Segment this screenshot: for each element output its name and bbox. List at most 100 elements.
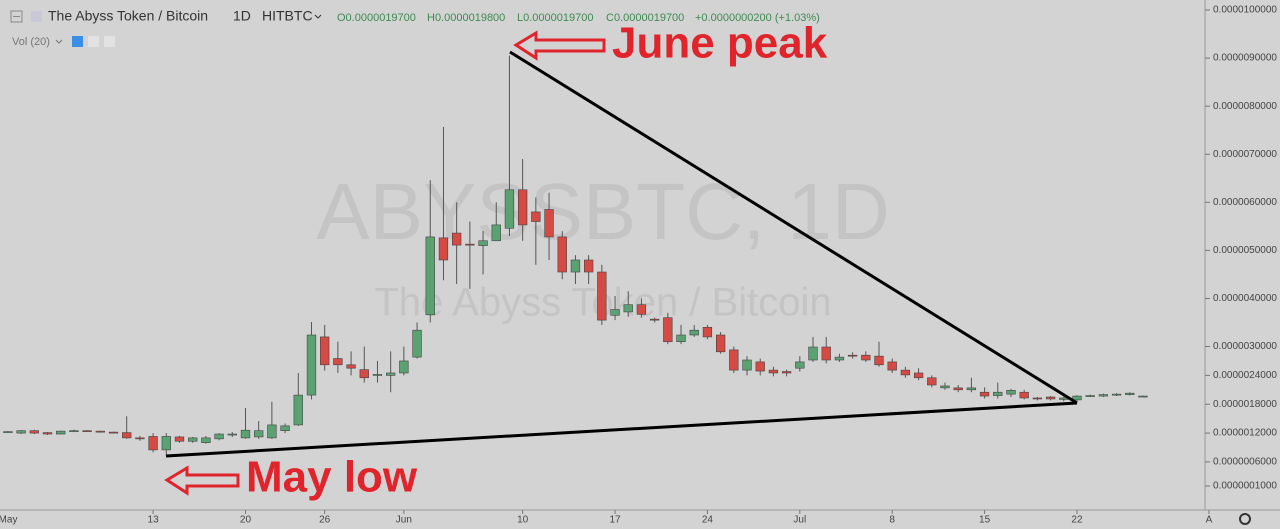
candle-body bbox=[108, 431, 119, 434]
candle-body bbox=[729, 349, 739, 371]
arrow bbox=[513, 30, 606, 61]
candle-body bbox=[795, 361, 805, 369]
candle-body bbox=[1111, 393, 1122, 396]
ohlc-change: +0.0000000200 (+1.03%) bbox=[695, 12, 820, 24]
arrow bbox=[164, 465, 240, 496]
candle-body bbox=[359, 369, 369, 379]
candle-body bbox=[1085, 395, 1095, 397]
candle-body bbox=[940, 385, 950, 389]
price-axis bbox=[1205, 0, 1280, 529]
ohlc-close: C0.0000019700 bbox=[606, 12, 684, 24]
indicator[interactable]: Vol (20) bbox=[12, 36, 50, 48]
candle-body bbox=[122, 432, 132, 439]
candle-body bbox=[465, 243, 475, 246]
y-tick-label: 0.0000030000 bbox=[1213, 341, 1277, 352]
candle-body bbox=[306, 334, 317, 396]
candle-body bbox=[399, 360, 409, 374]
candle-body bbox=[597, 271, 607, 321]
candle-body bbox=[1138, 395, 1148, 398]
y-tick-label: 0.0000080000 bbox=[1213, 101, 1277, 112]
candle-body bbox=[16, 430, 26, 434]
candle-body bbox=[372, 374, 383, 376]
settings-icon[interactable] bbox=[88, 36, 99, 47]
candle-body bbox=[95, 430, 105, 433]
x-tick-label: May bbox=[0, 515, 17, 526]
candle-body bbox=[1019, 391, 1029, 399]
remove-icon[interactable] bbox=[104, 36, 115, 47]
candle-body bbox=[412, 329, 422, 358]
trend-line bbox=[509, 50, 1078, 405]
candle-body bbox=[689, 329, 699, 336]
candle-body bbox=[56, 430, 66, 435]
exchange[interactable]: HITBTC bbox=[262, 8, 313, 24]
candle-body bbox=[69, 430, 79, 432]
settings-gear[interactable] bbox=[1239, 513, 1251, 525]
candle-body bbox=[979, 391, 990, 397]
candle-body bbox=[676, 334, 686, 343]
candle-body bbox=[808, 346, 818, 361]
candle-body bbox=[1125, 392, 1135, 395]
x-tick-label: A bbox=[1206, 515, 1213, 526]
candle-body bbox=[927, 377, 937, 386]
candle-body bbox=[742, 359, 752, 371]
candle-body bbox=[874, 355, 884, 366]
candle-body bbox=[531, 211, 541, 222]
y-tick-label: 0.0000001000 bbox=[1213, 481, 1277, 492]
candle-body bbox=[702, 327, 713, 338]
candle-body bbox=[1098, 394, 1109, 397]
candle-body bbox=[425, 236, 435, 316]
candle-body bbox=[649, 318, 660, 321]
candle-body bbox=[240, 429, 251, 439]
trend-line bbox=[165, 401, 1078, 458]
y-tick-label: 0.0000012000 bbox=[1213, 428, 1277, 439]
annotation: May low bbox=[246, 453, 418, 502]
candle-body bbox=[333, 358, 343, 366]
candle-body bbox=[861, 354, 871, 361]
candle-body bbox=[504, 189, 515, 229]
ohlc-open: O0.0000019700 bbox=[337, 12, 416, 24]
candle-body bbox=[82, 430, 92, 432]
symbol[interactable]: The Abyss Token / Bitcoin bbox=[48, 8, 208, 24]
x-tick-label: 17 bbox=[609, 515, 621, 526]
candle-body bbox=[993, 391, 1003, 396]
candle-body bbox=[42, 432, 53, 435]
candle-body bbox=[29, 430, 39, 434]
x-tick-label: 13 bbox=[148, 515, 160, 526]
visibility-icon[interactable] bbox=[72, 36, 83, 47]
candle-body bbox=[491, 224, 501, 242]
candle-body bbox=[755, 361, 765, 372]
interval[interactable]: 1D bbox=[233, 8, 251, 24]
candle-body bbox=[623, 304, 633, 313]
symbol-icon bbox=[31, 11, 42, 22]
y-tick-label: 0.0000060000 bbox=[1213, 197, 1277, 208]
candle-body bbox=[293, 394, 303, 426]
candle-body bbox=[768, 369, 779, 374]
plot bbox=[3, 55, 1148, 455]
y-tick-label: 0.0000100000 bbox=[1213, 5, 1277, 16]
candle-body bbox=[188, 437, 198, 442]
candle-body bbox=[1006, 389, 1016, 395]
candle-body bbox=[1032, 397, 1043, 400]
y-tick-label: 0.0000070000 bbox=[1213, 149, 1277, 160]
candle-body bbox=[320, 336, 330, 366]
candle-body bbox=[834, 356, 845, 361]
y-tick-label: 0.0000090000 bbox=[1213, 53, 1277, 64]
x-tick-label: 24 bbox=[702, 515, 714, 526]
candle-body bbox=[280, 425, 290, 431]
collapse-icon[interactable] bbox=[10, 10, 23, 23]
candle-body bbox=[267, 424, 277, 439]
candle-body bbox=[386, 372, 396, 376]
dropdown-icon[interactable] bbox=[55, 39, 63, 44]
y-tick-label: 0.0000024000 bbox=[1213, 370, 1277, 381]
candle-body bbox=[715, 334, 726, 353]
candle-body bbox=[452, 232, 462, 246]
dropdown-icon[interactable] bbox=[314, 14, 322, 19]
candle-body bbox=[161, 436, 171, 451]
candle-body bbox=[1072, 395, 1082, 401]
x-tick-label: 10 bbox=[517, 515, 529, 526]
candle-body bbox=[214, 433, 224, 440]
candle-body bbox=[3, 431, 13, 433]
candle-body bbox=[570, 259, 581, 273]
